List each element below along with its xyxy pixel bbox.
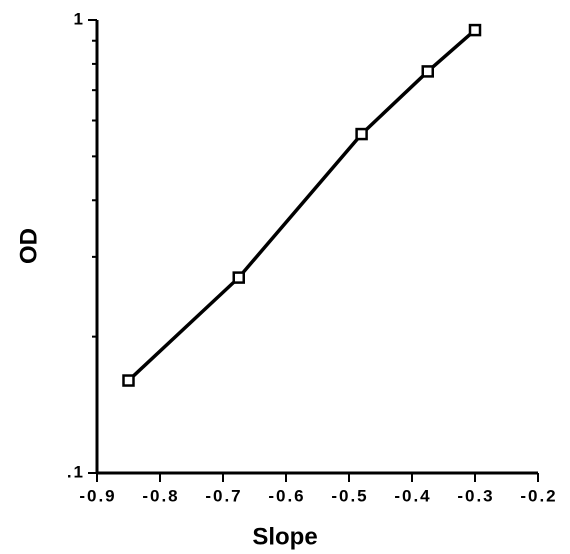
data-point [421, 65, 434, 78]
x-tick-label: -0.4 [394, 486, 431, 505]
x-axis-title: Slope [252, 523, 317, 550]
x-tick-label: -0.5 [331, 486, 368, 505]
data-line [127, 28, 477, 382]
x-tick-label: -0.8 [142, 486, 179, 505]
data-point [232, 271, 245, 284]
x-tick-label: -0.2 [520, 486, 557, 505]
x-tick-label: -0.6 [268, 486, 305, 505]
x-tick-label: -0.7 [205, 486, 242, 505]
data-point [468, 23, 482, 37]
data-point [355, 127, 368, 141]
y-tick-label: 1 [74, 9, 85, 28]
x-tick-label: -0.9 [79, 486, 116, 505]
data-point [122, 374, 135, 387]
y-axis-title: OD [15, 228, 42, 264]
x-tick-label: -0.3 [457, 486, 494, 505]
y-tick-label: .1 [67, 462, 85, 481]
